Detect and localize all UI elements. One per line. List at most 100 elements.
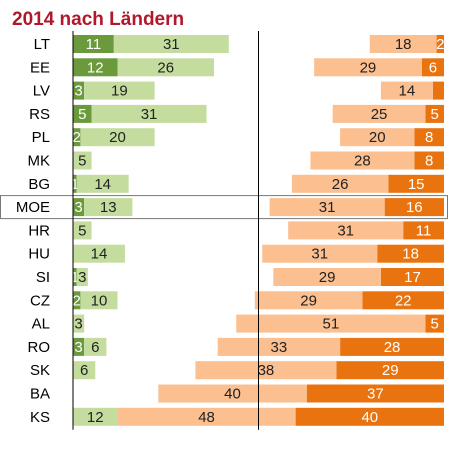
data-label: 16 <box>406 199 423 216</box>
data-label: 29 <box>319 269 336 286</box>
data-label: 2 <box>73 292 81 309</box>
bar-segment <box>117 58 214 77</box>
bar-segment <box>73 174 77 193</box>
bar-segment <box>73 291 81 310</box>
data-label: 29 <box>360 59 377 76</box>
category-label: HU <box>28 246 50 263</box>
data-label: 31 <box>141 106 158 123</box>
bar-segment <box>117 407 296 426</box>
data-label: 51 <box>323 316 340 333</box>
bar-segment <box>80 128 155 147</box>
data-label: 2 <box>436 36 444 53</box>
bar-segment <box>414 151 444 170</box>
data-label: 14 <box>399 83 416 100</box>
category-label: BG <box>28 176 50 193</box>
data-label: 18 <box>395 36 412 53</box>
bar-segment <box>73 151 92 170</box>
data-label: 8 <box>425 152 433 169</box>
data-label: 15 <box>408 176 425 193</box>
category-label: SK <box>30 362 50 379</box>
category-label: MK <box>28 152 51 169</box>
bar-segment <box>236 314 426 333</box>
data-label: 31 <box>337 222 354 239</box>
data-label: 5 <box>78 152 86 169</box>
data-label: 29 <box>382 362 399 379</box>
data-label: 12 <box>87 59 104 76</box>
bar-segment <box>73 407 118 426</box>
bar-segment <box>73 198 85 217</box>
data-label: 38 <box>258 362 275 379</box>
bar-segment <box>262 244 378 263</box>
bar-segment <box>73 268 77 286</box>
bar-segment <box>113 35 229 53</box>
data-label: 6 <box>91 339 99 356</box>
bar-segment <box>377 244 444 263</box>
data-label: 18 <box>402 246 419 263</box>
data-label: 31 <box>319 199 336 216</box>
data-label: 3 <box>78 269 86 286</box>
bar-segment <box>217 337 341 356</box>
bar-segment <box>432 81 444 100</box>
data-label: 3 <box>74 83 82 100</box>
data-label: 3 <box>74 199 82 216</box>
bar-segment <box>403 221 444 240</box>
data-label: 13 <box>100 199 117 216</box>
data-label: 19 <box>111 83 128 100</box>
bar-segment <box>73 35 114 53</box>
bar-segment <box>73 337 85 356</box>
data-label: 29 <box>300 292 317 309</box>
bar-segment <box>436 35 444 53</box>
category-label: RO <box>28 339 51 356</box>
bar-segment <box>158 384 307 403</box>
category-label: HR <box>28 222 50 239</box>
bar-segment <box>73 104 92 123</box>
bar-segment <box>340 128 415 147</box>
bar-segment <box>362 291 444 310</box>
data-label: 37 <box>367 385 384 402</box>
data-label: 33 <box>271 339 288 356</box>
bar-segment <box>84 81 155 100</box>
data-label: 31 <box>311 246 328 263</box>
category-label: SI <box>36 269 50 286</box>
bar-segment <box>84 198 133 217</box>
data-label: 2 <box>73 129 81 146</box>
data-label: 28 <box>354 152 371 169</box>
data-label: 3 <box>74 339 82 356</box>
data-label: 22 <box>395 292 412 309</box>
bar-segment <box>340 337 444 356</box>
bar-segment <box>380 268 444 286</box>
data-label: 11 <box>86 36 102 53</box>
data-label: 20 <box>109 129 126 146</box>
bar-segment <box>425 314 444 333</box>
bar-segment <box>73 128 81 147</box>
data-label: 12 <box>87 409 104 426</box>
bar-segment <box>73 221 92 240</box>
data-label: 6 <box>80 362 88 379</box>
data-label: 14 <box>94 176 111 193</box>
bar-segment <box>388 174 444 193</box>
data-label: 5 <box>431 316 439 333</box>
bar-segment <box>425 104 444 123</box>
data-label: 25 <box>371 106 388 123</box>
bar-segment <box>288 221 404 240</box>
bar-segment <box>80 291 118 310</box>
data-label: 3 <box>74 316 82 333</box>
category-label: AL <box>32 316 50 333</box>
data-label: 26 <box>332 176 349 193</box>
bar-segment <box>369 35 437 53</box>
data-label: 14 <box>91 246 108 263</box>
bar-segment <box>421 58 444 77</box>
bar-segment <box>384 198 444 217</box>
data-label: 48 <box>198 409 215 426</box>
data-label: 1 <box>71 176 79 193</box>
data-label: 17 <box>404 269 421 286</box>
category-label: PL <box>32 129 50 146</box>
data-label: 11 <box>416 222 432 239</box>
data-label: 5 <box>431 106 439 123</box>
category-label: KS <box>30 409 50 426</box>
bar-segment <box>414 128 444 147</box>
data-label: 5 <box>78 106 86 123</box>
bar-segment <box>73 81 85 100</box>
data-label: 10 <box>91 292 108 309</box>
